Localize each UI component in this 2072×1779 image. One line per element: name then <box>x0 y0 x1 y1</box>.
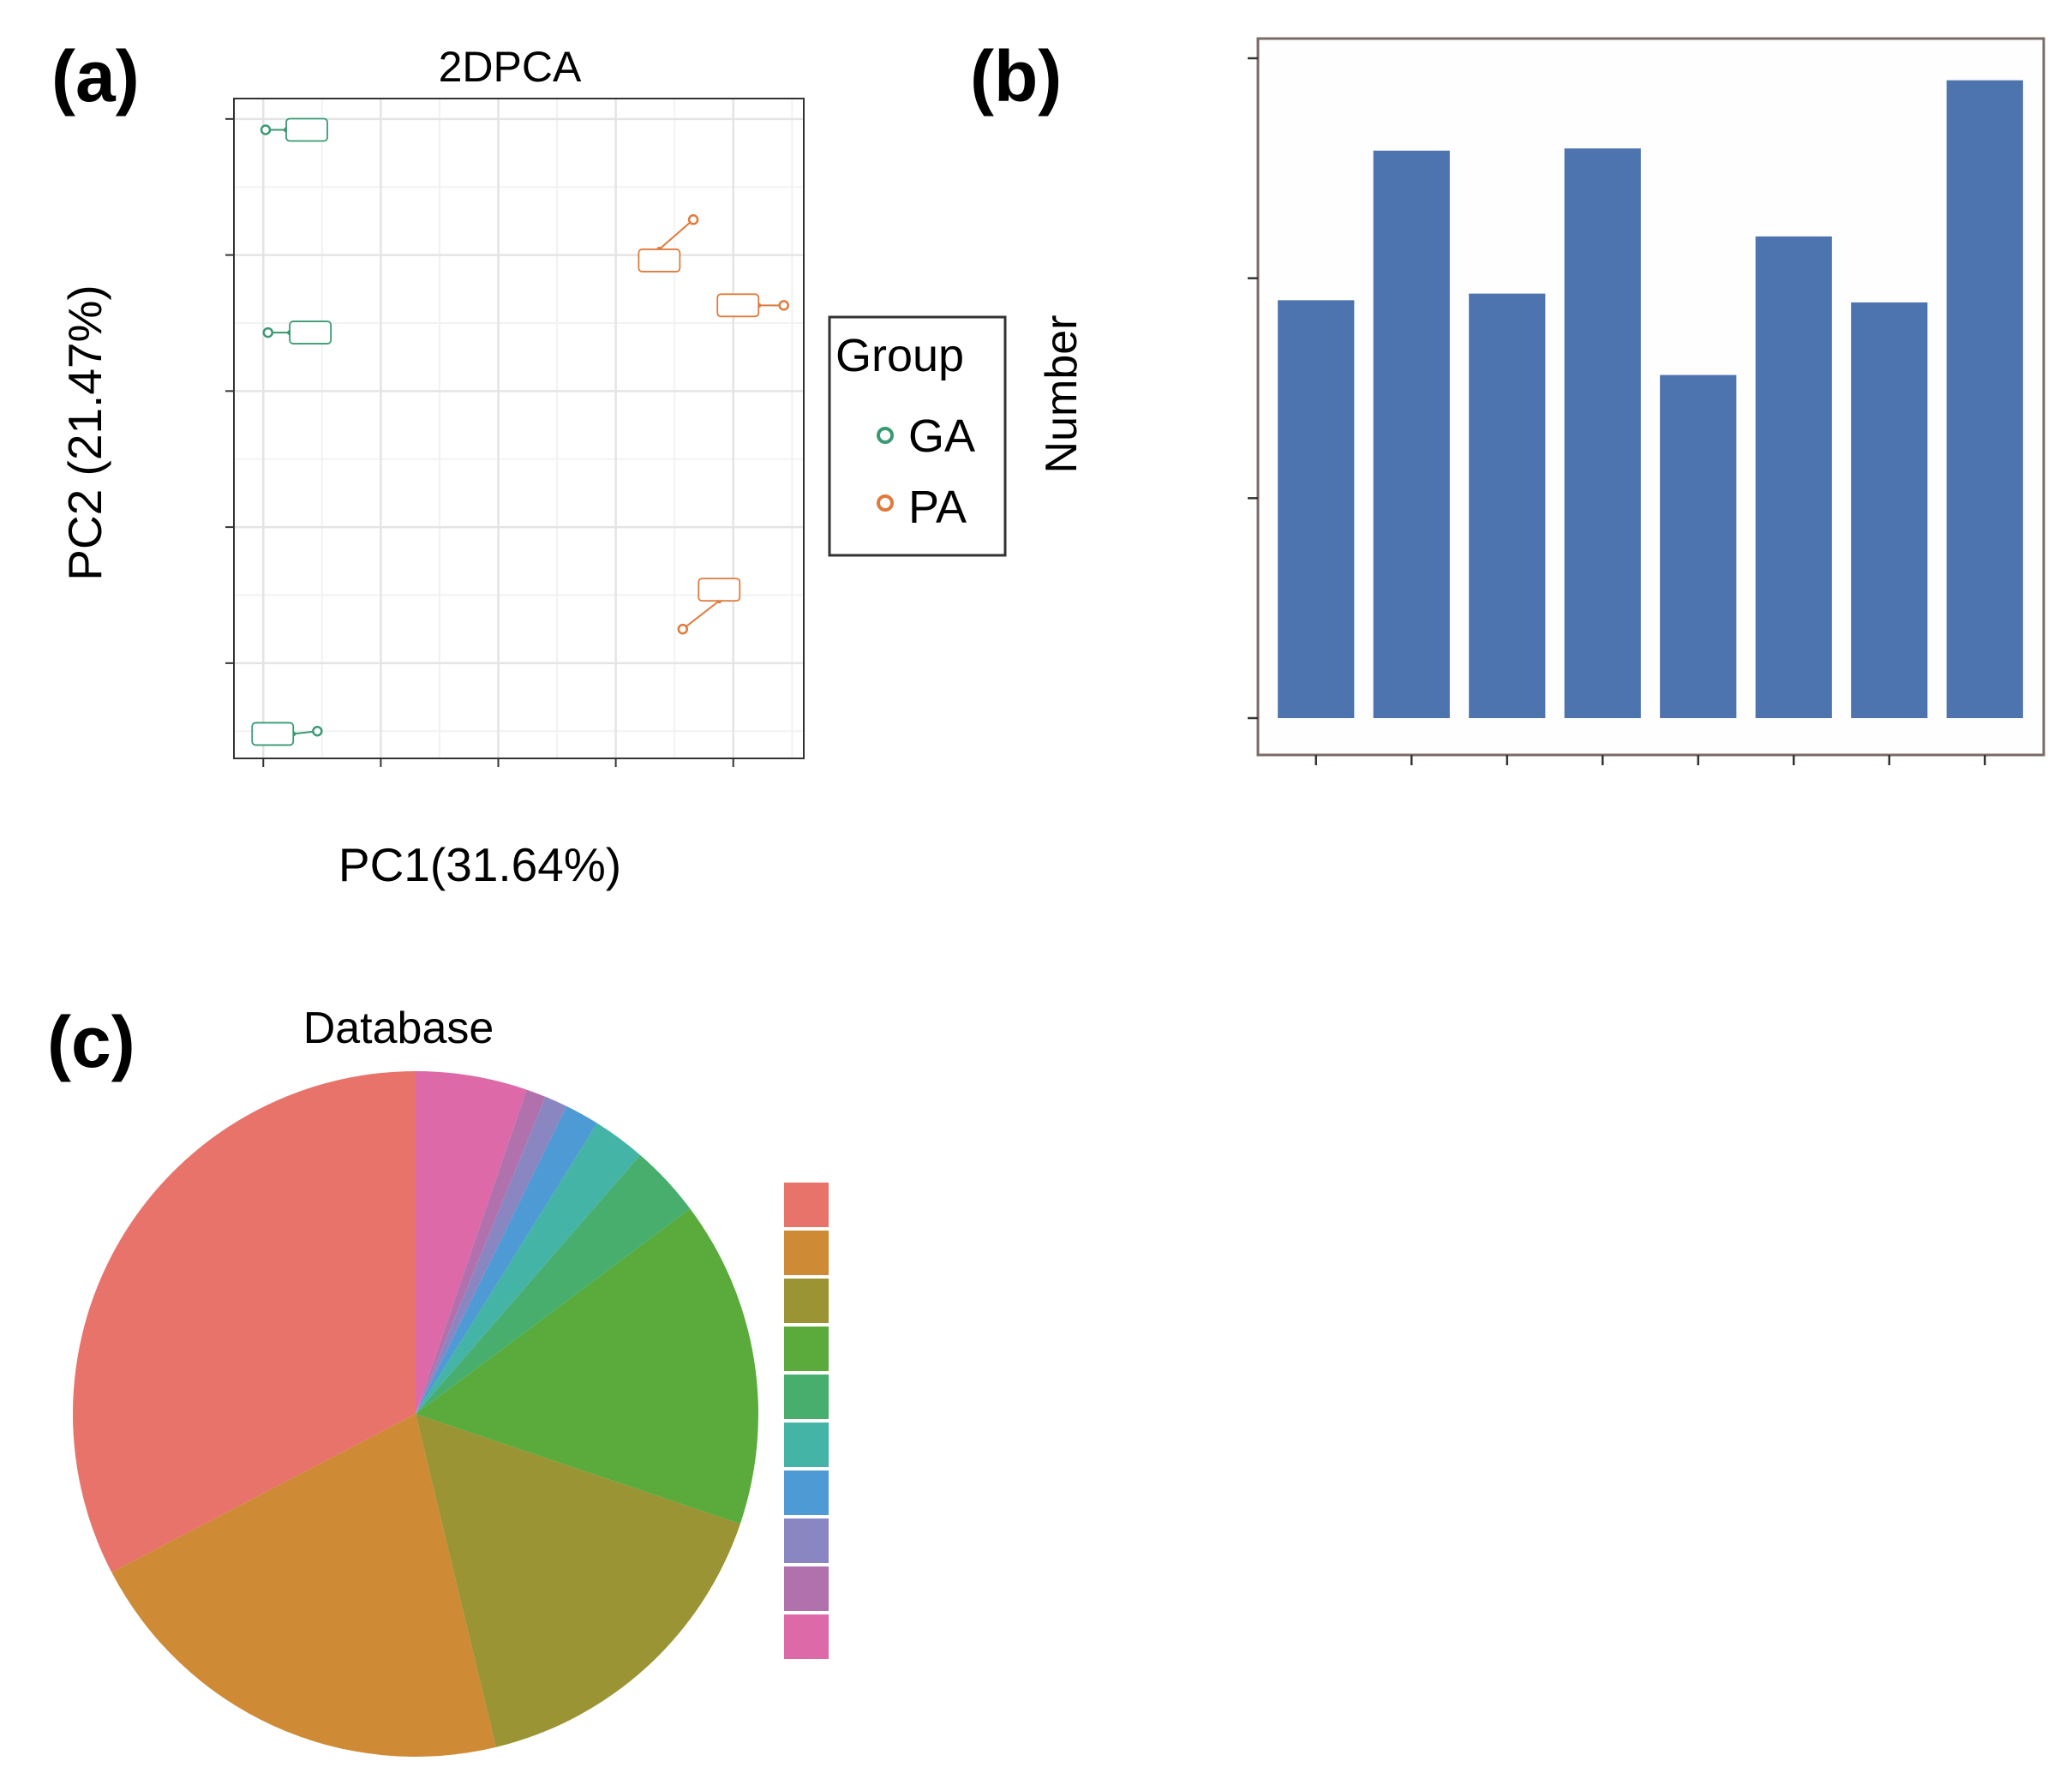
pie-legend-swatch <box>784 1327 829 1371</box>
pie-slice <box>111 1414 496 1757</box>
pie-slices <box>73 1071 758 1757</box>
pca-label-box <box>289 320 332 344</box>
pca-y-axis-label: PC2 (21.47%) <box>58 285 111 580</box>
pie-slice <box>416 1089 546 1414</box>
pca-legend-box <box>828 315 1007 557</box>
bar <box>1278 300 1355 718</box>
bar <box>1660 374 1737 718</box>
pie-legend-swatch <box>784 1471 829 1515</box>
bar <box>1564 148 1641 718</box>
annotation-bar-panel: (b) Number <box>970 36 2045 765</box>
pca-point <box>677 623 689 635</box>
pie-slice <box>416 1071 527 1414</box>
bar <box>1373 150 1450 719</box>
pie-title: Database <box>303 1003 494 1053</box>
pie-slice <box>416 1414 740 1747</box>
panel-label-a: (a) <box>51 36 140 117</box>
database-pie-panel: (c) Database <box>47 1002 829 1757</box>
pca-label-box <box>251 722 295 746</box>
pca-label-box <box>716 293 760 318</box>
pca-plot-border <box>233 98 805 759</box>
pca-point <box>687 214 699 225</box>
pca-label-box <box>698 578 741 602</box>
pca-legend-label-pa: PA <box>908 482 967 533</box>
pie-slice <box>416 1208 758 1524</box>
pca-point <box>260 124 272 135</box>
pca-label-connector <box>658 219 694 250</box>
pca-axis-ticks <box>225 117 734 767</box>
bar-axis-ticks <box>1248 57 1986 765</box>
pie-legend-swatch <box>784 1279 829 1323</box>
bar-y-axis-label: Number <box>1037 315 1087 474</box>
pie-legend <box>784 1183 829 1659</box>
bar <box>1946 80 2023 718</box>
pie-legend-swatch <box>784 1423 829 1467</box>
pca-x-axis-label: PC1(31.64%) <box>338 838 621 891</box>
pie-slice <box>416 1096 567 1414</box>
pie-legend-swatch <box>784 1183 829 1227</box>
pie-legend-swatch <box>784 1375 829 1419</box>
pca-point <box>262 326 274 338</box>
pie-slice <box>416 1154 691 1414</box>
pie-slice <box>416 1123 641 1414</box>
pie-legend-swatch <box>784 1518 829 1563</box>
pca-label-box <box>638 249 681 273</box>
panel-label-b: (b) <box>970 36 1062 117</box>
pca-point <box>778 300 789 311</box>
pca-label-box <box>285 117 328 142</box>
bars <box>1278 80 2023 719</box>
pca-legend-marker-pa <box>877 494 894 512</box>
pca-panel: (a) 2DPCA PC1(31.64%) PC2 (21.47%) Group… <box>51 36 1007 891</box>
pca-point <box>312 725 323 737</box>
pie-slice <box>73 1071 416 1572</box>
pca-legend-label-ga: GA <box>908 410 975 462</box>
pca-legend: Group GA PA <box>828 315 1007 557</box>
pie-slice <box>416 1105 597 1414</box>
pie-legend-swatch <box>784 1231 829 1275</box>
pca-legend-title: Group <box>835 330 964 381</box>
bar <box>1469 293 1546 718</box>
pie-legend-swatch <box>784 1566 829 1611</box>
pie-legend-swatch <box>784 1614 829 1659</box>
pca-grid <box>234 99 804 758</box>
pca-legend-marker-ga <box>877 427 894 444</box>
pca-label-connector <box>682 600 720 630</box>
bar <box>1851 302 1928 718</box>
pca-title: 2DPCA <box>439 43 582 91</box>
bar <box>1755 236 1832 718</box>
pca-points <box>251 117 789 746</box>
panel-label-c: (c) <box>47 1002 135 1082</box>
